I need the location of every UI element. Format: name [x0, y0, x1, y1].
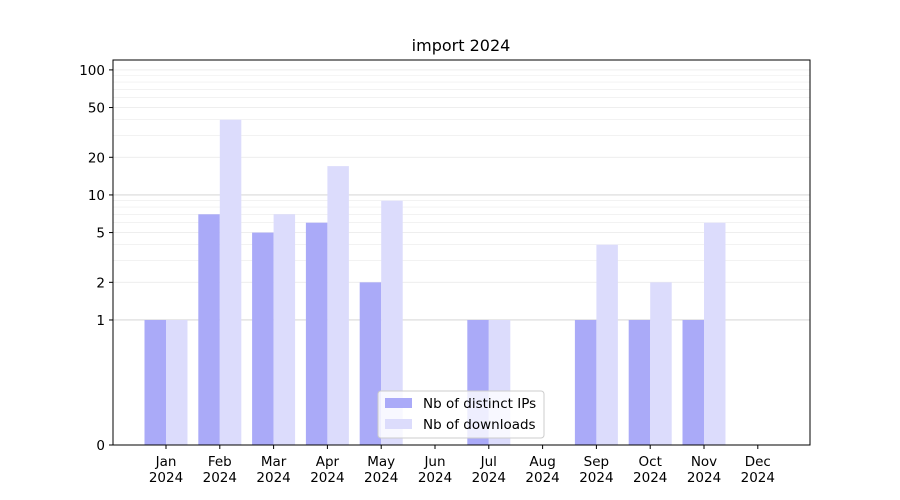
legend: Nb of distinct IPs Nb of downloads: [377, 390, 545, 439]
bar-distinct-ips: [144, 319, 166, 445]
x-tick-label-month: Feb: [208, 454, 232, 470]
x-tick-label-year: 2024: [310, 470, 344, 486]
legend-box: [377, 390, 545, 439]
bar-downloads: [219, 119, 242, 446]
plot-frame: [112, 59, 811, 446]
y-tick-label: 50: [88, 101, 105, 117]
legend-swatch-downloads: [385, 419, 412, 429]
bar-distinct-ips: [682, 319, 704, 445]
x-tick-label-year: 2024: [579, 470, 613, 486]
bar-distinct-ips: [252, 232, 274, 445]
x-tick-label-month: Apr: [316, 454, 340, 470]
bar-downloads: [381, 200, 403, 445]
x-tick-label-month: Nov: [691, 454, 717, 470]
x-tick-label-month: Jan: [155, 454, 177, 470]
x-tick-label-year: 2024: [687, 470, 721, 486]
y-tick-label: 1: [96, 313, 105, 329]
legend-label-distinct-ips: Nb of distinct IPs: [423, 396, 536, 412]
bar-downloads: [327, 166, 349, 445]
chart-title: import 2024: [412, 36, 511, 55]
x-tick-label-year: 2024: [149, 470, 183, 486]
x-tick-label-month: May: [367, 454, 395, 470]
y-tick-label: 100: [79, 63, 105, 79]
legend-swatch-distinct-ips: [385, 398, 412, 408]
x-tick-label-year: 2024: [633, 470, 667, 486]
legend-label-downloads: Nb of downloads: [423, 417, 536, 433]
x-tick-label-year: 2024: [472, 470, 506, 486]
y-tick-label: 0: [96, 438, 105, 454]
x-tick-label-month: Dec: [745, 454, 771, 470]
x-tick-label-year: 2024: [256, 470, 290, 486]
x-tick-label-year: 2024: [203, 470, 237, 486]
bar-distinct-ips: [198, 214, 220, 445]
y-axis: 0 1 2 5 10 20 50 100: [79, 63, 113, 454]
bar-distinct-ips: [359, 282, 382, 445]
bar-distinct-ips: [574, 319, 597, 445]
y-tick-label: 20: [88, 150, 105, 166]
x-tick-label-month: Sep: [584, 454, 609, 470]
bar-downloads: [704, 222, 726, 445]
x-tick-label-year: 2024: [364, 470, 398, 486]
x-axis: Jan2024Feb2024Mar2024Apr2024May2024Jun20…: [149, 445, 775, 486]
bar-downloads: [650, 282, 672, 445]
x-tick-label-year: 2024: [741, 470, 775, 486]
x-tick-label-year: 2024: [418, 470, 452, 486]
x-tick-label-month: Jun: [423, 454, 445, 470]
x-tick-label-month: Oct: [639, 454, 662, 470]
x-tick-label-month: Jul: [480, 454, 497, 470]
bar-downloads: [273, 214, 296, 445]
y-tick-label: 10: [88, 188, 105, 204]
bar-downloads: [166, 319, 188, 445]
bar-distinct-ips: [305, 222, 328, 445]
x-tick-label-year: 2024: [525, 470, 559, 486]
y-tick-label: 5: [96, 226, 105, 242]
x-tick-label-month: Mar: [261, 454, 287, 470]
y-tick-label: 2: [96, 275, 105, 291]
x-tick-label-month: Aug: [529, 454, 555, 470]
bar-downloads: [596, 244, 618, 445]
bar-distinct-ips: [628, 319, 651, 445]
